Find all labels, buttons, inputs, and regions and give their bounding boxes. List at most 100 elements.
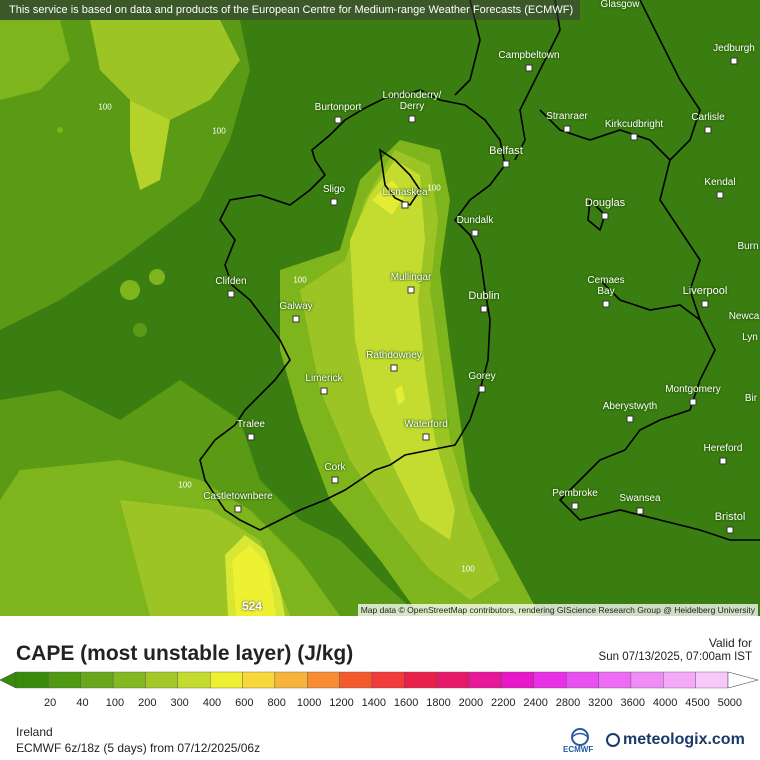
city-label: Lisnaskea [382,187,428,198]
scale-tick-label: 200 [138,697,157,709]
scale-swatch [436,671,470,689]
city-marker [401,201,409,209]
city-label: Bir [744,393,758,404]
city-marker [234,505,242,513]
city-marker [602,300,610,308]
scale-tick-label: 4000 [652,697,678,709]
city-label: Sligo [322,184,346,195]
valid-label: Valid for [708,636,752,650]
scale-tick-label: 400 [202,697,222,709]
city-label: Tralee [237,419,265,430]
city-marker [227,290,235,298]
city-marker [726,526,734,534]
scale-swatch [630,671,664,689]
city-marker [478,385,486,393]
city-label: Dublin [468,290,500,302]
scale-tick-label: 100 [105,697,125,709]
scale-tick-label: 1200 [329,697,354,709]
scale-tick-label: 600 [235,697,254,709]
city-label: Clifden [215,276,247,287]
scale-swatch [80,671,114,689]
valid-time: Sun 07/13/2025, 07:00am IST [598,651,752,663]
scale-tick-label: 5000 [717,697,743,709]
city-marker [334,116,342,124]
scale-swatch [533,671,567,689]
city-label: Jedburgh [713,43,755,54]
scale-tick-label: 300 [170,697,189,709]
cape-field [0,0,760,616]
contour-label: 100 [178,480,192,490]
color-scale [0,671,759,689]
scale-swatch [145,671,179,689]
chart-title: CAPE (most unstable layer) (J/kg) [16,642,354,665]
city-marker [331,476,339,484]
city-marker [701,300,709,308]
city-marker [480,305,488,313]
contour-label: 100 [293,275,307,285]
scale-swatch [274,671,308,689]
city-marker [502,160,510,168]
city-marker [408,115,416,123]
city-marker [407,286,415,294]
city-label: Galway [279,301,313,312]
city-marker [626,415,634,423]
city-label: Rathdowney [366,350,422,361]
scale-tick-label: 40 [76,697,89,709]
city-marker [689,398,697,406]
city-label: Derry [399,101,425,112]
weather-map[interactable]: This service is based on data and produc… [0,0,760,616]
contour-label: 100 [98,102,112,112]
city-label: Burn [737,241,759,252]
scale-tick-label: 1800 [426,697,451,709]
city-label: Cork [324,462,346,473]
city-marker [471,229,479,237]
contour-label: 100 [427,183,441,193]
city-label: Belfast [489,145,523,157]
attribution-top: This service is based on data and produc… [0,0,580,20]
scale-tick-label: 1000 [296,697,322,709]
scale-swatch [242,671,276,689]
ecmwf-brand: ECMWF [563,745,594,754]
ecmwf-logo-icon [571,728,589,746]
city-label: Limerick [305,373,343,384]
scale-tick-label: 3200 [588,697,613,709]
scale-swatch [15,671,49,689]
city-label: Newca [728,311,760,322]
city-label: Bristol [714,511,746,523]
city-label: Pembroke [552,488,598,499]
scale-swatch [663,671,696,689]
region-label: Ireland [16,725,53,739]
city-marker [630,133,638,141]
city-marker [330,198,338,206]
scale-swatch [112,671,146,689]
scale-tick-label: 2200 [491,697,516,709]
city-label: Bay [597,286,615,297]
meteologix-brand[interactable]: meteologix.com [623,731,745,748]
city-label: Aberystwyth [602,401,658,412]
scale-swatch [177,671,211,689]
city-label: Lyn [742,332,758,343]
city-marker [719,457,727,465]
contour-label: 100 [461,564,475,574]
scale-swatch [307,671,340,689]
city-label: Cemaes [587,275,625,286]
city-label: Glasgow [600,0,640,10]
scale-tick-label: 3600 [620,697,645,709]
peak-value-label: 524 [241,599,263,613]
city-label: Castletownbere [203,491,273,502]
scale-swatch [695,671,729,689]
city-marker [730,57,738,65]
city-label: Kendal [704,177,736,188]
city-marker [601,212,609,220]
scale-swatch [565,671,599,689]
scale-tick-label: 2000 [458,697,484,709]
scale-tick-label: 800 [267,697,286,709]
city-label: Carlisle [691,112,725,123]
model-run-label: ECMWF 6z/18z (5 days) from 07/12/2025/06… [16,741,261,755]
scale-swatch [48,671,81,689]
scale-swatch [339,671,373,689]
city-label: Kirkcudbright [604,119,664,130]
scale-swatch [468,671,502,689]
city-label: Liverpool [682,285,728,297]
scale-tick-label: 20 [44,697,57,709]
